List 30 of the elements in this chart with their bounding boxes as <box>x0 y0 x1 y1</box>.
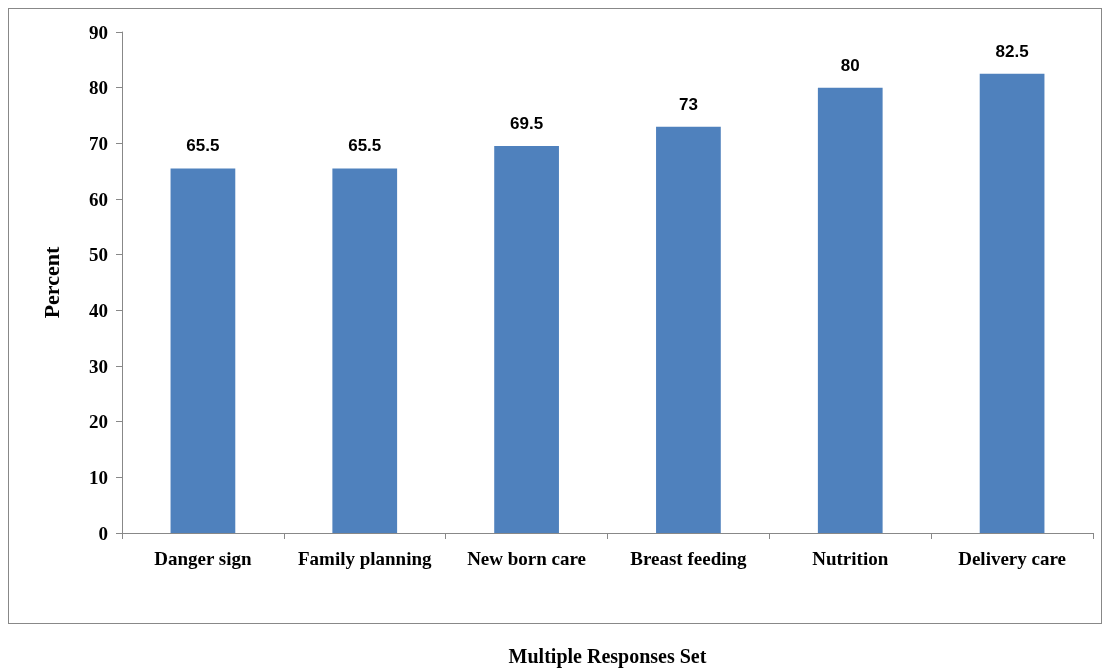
data-label: 65.5 <box>348 136 382 156</box>
x-tick-label: Breast feeding <box>630 548 748 569</box>
bar <box>656 126 721 533</box>
y-tick-label: 80 <box>89 77 108 99</box>
x-tick-label: Nutrition <box>812 548 889 569</box>
y-axis-title: Percent <box>38 246 64 319</box>
x-tick-label: Danger sign <box>154 548 252 569</box>
bar <box>817 87 883 533</box>
data-label: 65.5 <box>186 136 220 156</box>
y-tick-label: 70 <box>89 132 108 154</box>
data-label: 73 <box>678 94 698 114</box>
data-label: 82.5 <box>995 41 1029 61</box>
y-tick-label: 20 <box>89 411 108 433</box>
bar <box>494 146 559 533</box>
y-tick-label: 40 <box>89 299 108 321</box>
x-tick-label: Delivery care <box>958 548 1066 569</box>
x-tick-label: New born care <box>467 548 587 569</box>
data-label: 69.5 <box>510 114 544 134</box>
y-tick-label: 60 <box>89 188 108 210</box>
y-tick-label: 10 <box>89 466 108 488</box>
bar <box>979 73 1045 533</box>
y-tick-label: 90 <box>89 21 108 43</box>
x-axis-title: Multiple Responses Set <box>508 645 707 668</box>
data-label: 80 <box>840 55 860 75</box>
y-tick-label: 50 <box>89 244 108 266</box>
bar <box>170 168 236 533</box>
y-tick-label: 30 <box>89 355 108 377</box>
x-tick-label: Family planning <box>297 548 433 569</box>
y-tick-label: 0 <box>98 522 108 544</box>
bar <box>332 168 398 533</box>
